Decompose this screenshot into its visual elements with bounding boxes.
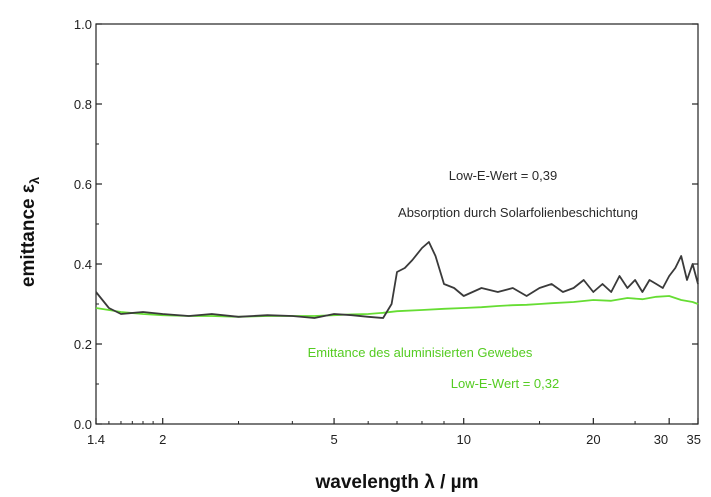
- annotation-black-desc: Absorption durch Solarfolienbeschichtung: [398, 205, 638, 220]
- annotation-green-desc: Emittance des aluminisierten Gewebes: [308, 345, 533, 360]
- plot-border: [95, 23, 699, 425]
- series-line-1: [95, 295, 699, 318]
- y-tick-label: 0.0: [74, 417, 92, 432]
- y-axis-title-subscript: λ: [27, 176, 42, 184]
- annotation-black-value: Low-E-Wert = 0,39: [449, 168, 558, 183]
- y-tick-label: 0.2: [74, 337, 92, 352]
- y-tick-label: 0.8: [74, 97, 92, 112]
- series-layer: [95, 241, 699, 319]
- x-axis-title: wavelength λ / µm: [315, 472, 479, 493]
- series-line-0: [95, 241, 699, 319]
- x-tick-label: 5: [330, 432, 337, 447]
- x-tick-label: 20: [586, 432, 600, 447]
- y-tick-label: 1.0: [74, 17, 92, 32]
- x-tick-label: 35: [687, 432, 701, 447]
- annotation-green-value: Low-E-Wert = 0,32: [451, 376, 560, 391]
- y-axis-title-main: emittance ε: [18, 184, 39, 287]
- x-axis: 1.4 2 5 10 20 30 35: [87, 418, 701, 447]
- x-tick-label: 1.4: [87, 432, 105, 447]
- y-axis: 0.0 0.2 0.4 0.6 0.8 1.0: [74, 17, 698, 432]
- plot-frame: [95, 23, 699, 425]
- y-tick-label: 0.4: [74, 257, 92, 272]
- x-tick-label: 10: [456, 432, 470, 447]
- x-tick-label: 2: [159, 432, 166, 447]
- x-tick-label: 30: [654, 432, 668, 447]
- y-tick-label: 0.6: [74, 177, 92, 192]
- y-axis-title: emittance ελ: [18, 176, 42, 287]
